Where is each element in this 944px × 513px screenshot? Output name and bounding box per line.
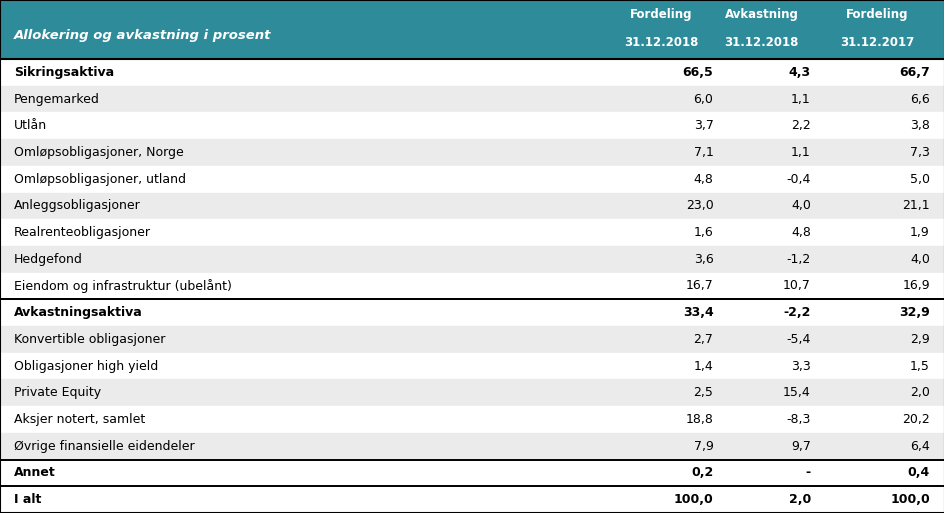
Text: 3,6: 3,6 (693, 253, 713, 266)
Text: Anleggsobligasjoner: Anleggsobligasjoner (14, 200, 141, 212)
Bar (0, 219, 944, 246)
Text: 3,7: 3,7 (693, 119, 713, 132)
Text: 7,9: 7,9 (693, 440, 713, 453)
Text: 4,8: 4,8 (693, 173, 713, 186)
Text: Avkastningsaktiva: Avkastningsaktiva (14, 306, 143, 319)
Text: 2,5: 2,5 (693, 386, 713, 399)
Text: Avkastning: Avkastning (724, 8, 798, 21)
Bar (0, 112, 944, 139)
Text: Allokering og avkastning i prosent: Allokering og avkastning i prosent (14, 29, 271, 43)
Bar (0, 166, 944, 192)
Text: 7,3: 7,3 (909, 146, 929, 159)
Text: 1,1: 1,1 (790, 92, 810, 106)
Text: Obligasjoner high yield: Obligasjoner high yield (14, 360, 159, 372)
Text: 32,9: 32,9 (898, 306, 929, 319)
Bar (0, 272, 944, 300)
Text: 18,8: 18,8 (685, 413, 713, 426)
Text: 9,7: 9,7 (790, 440, 810, 453)
Bar (0, 460, 944, 486)
Text: 2,7: 2,7 (693, 333, 713, 346)
Bar (0, 86, 944, 112)
Bar (0, 433, 944, 460)
Text: 16,7: 16,7 (685, 280, 713, 292)
Text: 2,9: 2,9 (909, 333, 929, 346)
Text: 6,4: 6,4 (909, 440, 929, 453)
Text: -1,2: -1,2 (785, 253, 810, 266)
Bar (0, 353, 944, 380)
Bar (0, 0, 944, 59)
Text: 6,6: 6,6 (909, 92, 929, 106)
Text: 23,0: 23,0 (685, 200, 713, 212)
Text: 20,2: 20,2 (902, 413, 929, 426)
Bar (0, 380, 944, 406)
Text: I alt: I alt (14, 493, 42, 506)
Text: 2,2: 2,2 (790, 119, 810, 132)
Text: 100,0: 100,0 (889, 493, 929, 506)
Text: 1,4: 1,4 (693, 360, 713, 372)
Text: Utlån: Utlån (14, 119, 47, 132)
Text: 2,0: 2,0 (787, 493, 810, 506)
Text: 100,0: 100,0 (673, 493, 713, 506)
Text: 1,1: 1,1 (790, 146, 810, 159)
Bar (0, 139, 944, 166)
Text: 31.12.2018: 31.12.2018 (624, 36, 698, 49)
Text: 33,4: 33,4 (682, 306, 713, 319)
Text: Realrenteobligasjoner: Realrenteobligasjoner (14, 226, 151, 239)
Text: 3,8: 3,8 (909, 119, 929, 132)
Text: Aksjer notert, samlet: Aksjer notert, samlet (14, 413, 145, 426)
Text: 66,7: 66,7 (898, 66, 929, 79)
Text: 21,1: 21,1 (902, 200, 929, 212)
Text: Private Equity: Private Equity (14, 386, 101, 399)
Text: -5,4: -5,4 (785, 333, 810, 346)
Text: Eiendom og infrastruktur (ubelånt): Eiendom og infrastruktur (ubelånt) (14, 279, 232, 293)
Text: Omløpsobligasjoner, Norge: Omløpsobligasjoner, Norge (14, 146, 184, 159)
Text: Sikringsaktiva: Sikringsaktiva (14, 66, 114, 79)
Bar (0, 326, 944, 353)
Text: 6,0: 6,0 (693, 92, 713, 106)
Text: -0,4: -0,4 (785, 173, 810, 186)
Text: 4,0: 4,0 (909, 253, 929, 266)
Text: -8,3: -8,3 (785, 413, 810, 426)
Text: -2,2: -2,2 (783, 306, 810, 319)
Text: 0,4: 0,4 (906, 466, 929, 480)
Text: 4,0: 4,0 (790, 200, 810, 212)
Text: 3,3: 3,3 (790, 360, 810, 372)
Text: 4,3: 4,3 (788, 66, 810, 79)
Text: 1,5: 1,5 (909, 360, 929, 372)
Text: 5,0: 5,0 (909, 173, 929, 186)
Bar (0, 59, 944, 86)
Text: 16,9: 16,9 (902, 280, 929, 292)
Bar (0, 486, 944, 513)
Bar (0, 406, 944, 433)
Text: 10,7: 10,7 (783, 280, 810, 292)
Text: 4,8: 4,8 (790, 226, 810, 239)
Text: Hedgefond: Hedgefond (14, 253, 83, 266)
Text: 1,9: 1,9 (909, 226, 929, 239)
Text: Omløpsobligasjoner, utland: Omløpsobligasjoner, utland (14, 173, 186, 186)
Bar (0, 192, 944, 219)
Text: Konvertible obligasjoner: Konvertible obligasjoner (14, 333, 165, 346)
Bar (0, 246, 944, 272)
Text: Pengemarked: Pengemarked (14, 92, 100, 106)
Text: 7,1: 7,1 (693, 146, 713, 159)
Text: 15,4: 15,4 (783, 386, 810, 399)
Text: Annet: Annet (14, 466, 56, 480)
Text: Øvrige finansielle eidendeler: Øvrige finansielle eidendeler (14, 440, 194, 453)
Text: Fordeling: Fordeling (630, 8, 692, 21)
Text: 66,5: 66,5 (682, 66, 713, 79)
Text: 1,6: 1,6 (693, 226, 713, 239)
Text: -: - (805, 466, 810, 480)
Text: 31.12.2018: 31.12.2018 (724, 36, 798, 49)
Text: 2,0: 2,0 (909, 386, 929, 399)
Text: 0,2: 0,2 (690, 466, 713, 480)
Text: Fordeling: Fordeling (845, 8, 907, 21)
Text: 31.12.2017: 31.12.2017 (839, 36, 913, 49)
Bar (0, 300, 944, 326)
